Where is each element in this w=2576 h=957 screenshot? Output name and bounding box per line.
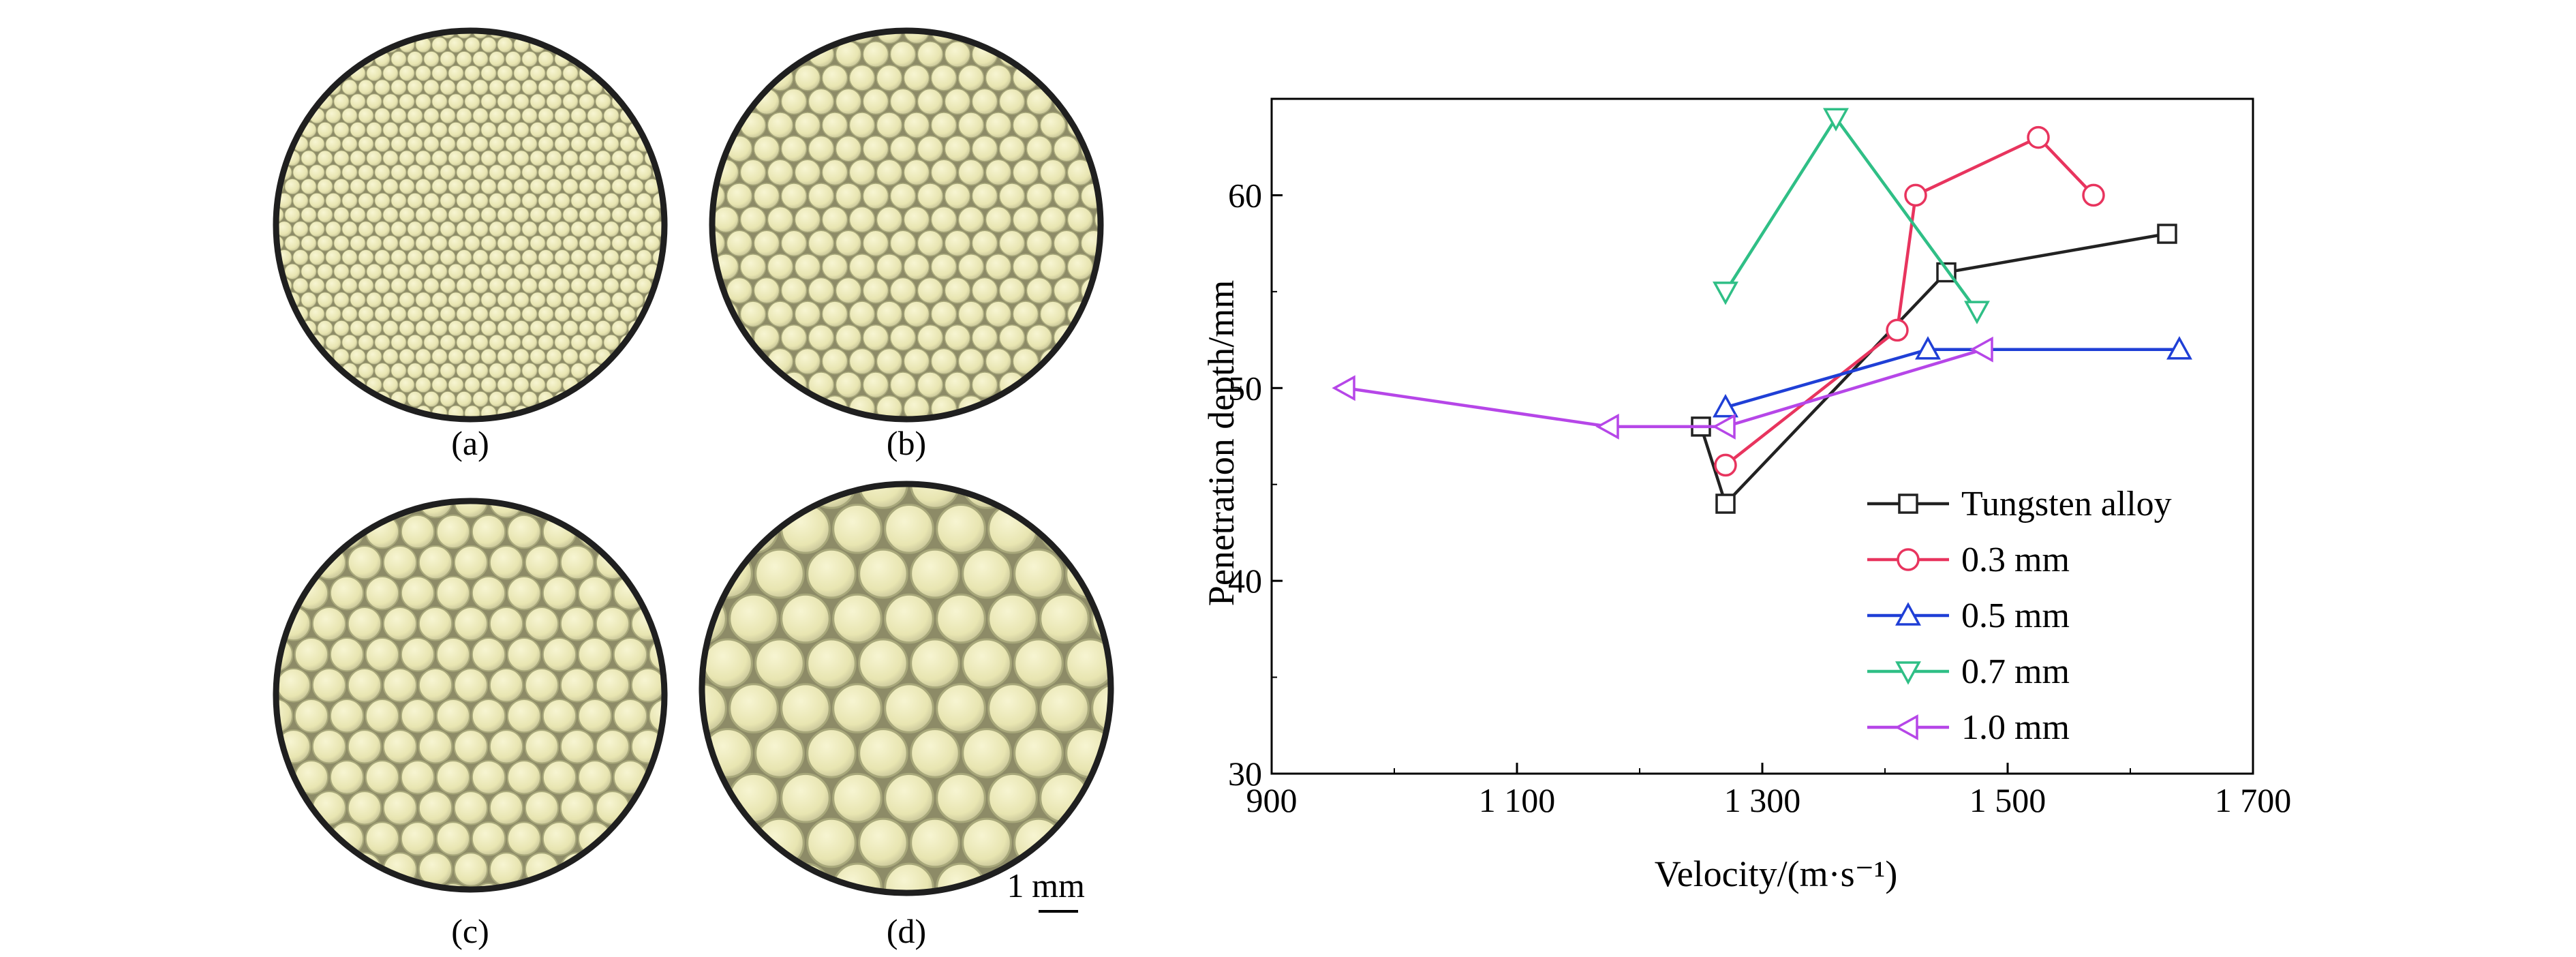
x-tick-label: 1 700: [2215, 781, 2292, 819]
y-tick-label: 40: [1228, 562, 1262, 600]
legend-marker: [1895, 661, 1921, 685]
y-tick-label: 50: [1228, 369, 1262, 407]
data-point: [2157, 224, 2177, 244]
series-0: [1691, 224, 2177, 514]
micrograph-disk-b: [709, 27, 1104, 423]
micrograph-panels: [273, 27, 1114, 896]
scale-bar-unit: mm: [1032, 866, 1085, 905]
micrograph-disk-a: [273, 27, 668, 423]
panel-label-c: (c): [451, 912, 489, 950]
data-point: [1915, 336, 1941, 360]
legend-label: 0.3 mm: [1961, 541, 2070, 579]
legend-item: 0.3 mm: [1867, 541, 2070, 579]
legend-item: 0.7 mm: [1867, 652, 2070, 691]
data-point: [1904, 183, 1927, 207]
micrograph-disk-d: [699, 481, 1114, 896]
x-tick-label: 1 100: [1479, 781, 1556, 819]
data-point: [1713, 393, 1738, 418]
data-point: [1714, 453, 1737, 477]
data-point: [1886, 318, 1909, 342]
data-point: [1332, 375, 1355, 401]
data-point: [1823, 108, 1849, 132]
data-point: [1969, 336, 1993, 363]
panel-label-a: (a): [451, 424, 489, 462]
data-point: [1595, 413, 1619, 440]
data-point: [1715, 493, 1736, 514]
data-point: [2027, 125, 2050, 149]
legend-item: 1.0 mm: [1867, 708, 2070, 747]
series-line: [1345, 348, 1984, 429]
legend-item: 0.5 mm: [1867, 596, 2070, 635]
y-tick-label: 30: [1228, 755, 1262, 793]
legend-label: 0.5 mm: [1961, 596, 2070, 635]
y-axis-label: Penetration depth/mm: [1201, 280, 1242, 606]
series-2: [1713, 336, 2192, 418]
axis-ticks: 900 1 100 1 300 1 500 1 700 30 40 50 60: [1228, 176, 2291, 819]
legend-marker: [1897, 548, 1920, 571]
x-tick-label: 1 500: [1969, 781, 2046, 819]
x-tick-label: 900: [1246, 781, 1298, 819]
series-1: [1714, 125, 2105, 477]
legend-marker: [1898, 493, 1918, 514]
data-point: [1712, 413, 1736, 440]
scale-bar: 1 mm: [1007, 866, 1085, 913]
legend-label: Tungsten alloy: [1961, 485, 2172, 523]
penetration-depth-chart: 900 1 100 1 300 1 500 1 700 30 40 50 60 Tungsten…: [1201, 97, 2291, 894]
scale-bar-number: 1: [1007, 866, 1024, 905]
data-point: [2166, 336, 2192, 360]
legend-item: Tungsten alloy: [1867, 485, 2172, 523]
legend-label: 1.0 mm: [1961, 708, 2070, 747]
data-point: [1964, 301, 1990, 324]
legend-label: 0.7 mm: [1961, 652, 2070, 691]
series-line: [1699, 232, 2168, 507]
y-tick-label: 60: [1228, 176, 1262, 214]
x-tick-label: 1 300: [1724, 781, 1801, 819]
series-3: [1713, 108, 1990, 324]
panel-label-b: (b): [887, 424, 926, 462]
data-point: [2082, 183, 2105, 207]
x-axis-label: Velocity/(m·s⁻¹): [1655, 853, 1898, 894]
series-layer: [1332, 108, 2192, 514]
series-4: [1332, 336, 1993, 440]
panel-label-d: (d): [887, 912, 926, 950]
legend-marker: [1895, 714, 1918, 740]
data-point: [1713, 282, 1738, 305]
legend: Tungsten alloy 0.3 mm 0.5 mm 0.7 mm 1.0 mm: [1867, 485, 2172, 747]
legend-marker: [1895, 602, 1921, 626]
micrograph-disk-c: [273, 498, 668, 893]
